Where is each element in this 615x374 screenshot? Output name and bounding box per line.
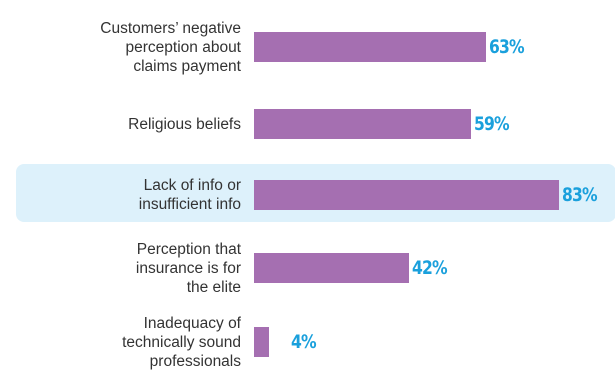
bar [254,253,409,283]
value-label: 63% [488,36,525,58]
value-label: 83% [562,184,598,206]
category-label-line: Perception that [136,240,241,258]
category-label-line: Lack of info or [143,177,241,194]
category-label-line: technically sound [122,333,241,351]
category-label-line: claims payment [133,57,241,75]
category-label-line: perception about [125,38,241,56]
category-label-line: Inadequacy of [143,314,241,332]
category-label-line: the elite [186,278,241,296]
category-label: Religious beliefs [21,115,241,134]
value-label: 59% [474,113,510,135]
category-label: Inadequacy of technically sound profession… [21,314,241,371]
category-label: Customers’ negative perception about claim… [21,19,241,76]
bar [254,32,486,62]
category-label-line: Religious beliefs [128,115,241,133]
category-label-line: insurance is for [135,259,241,277]
bar [254,109,472,139]
bar [254,180,560,210]
category-label-line: professionals [149,352,241,370]
category-label: Perception that insurance is for the elite [21,240,241,297]
bar [254,327,269,357]
category-label-line: Customers’ negative [100,19,241,37]
category-label: Lack of info or insufficient info [21,176,241,214]
value-label: 4% [290,331,317,353]
category-label-line: insufficient info [138,196,241,213]
value-label: 42% [411,257,448,279]
